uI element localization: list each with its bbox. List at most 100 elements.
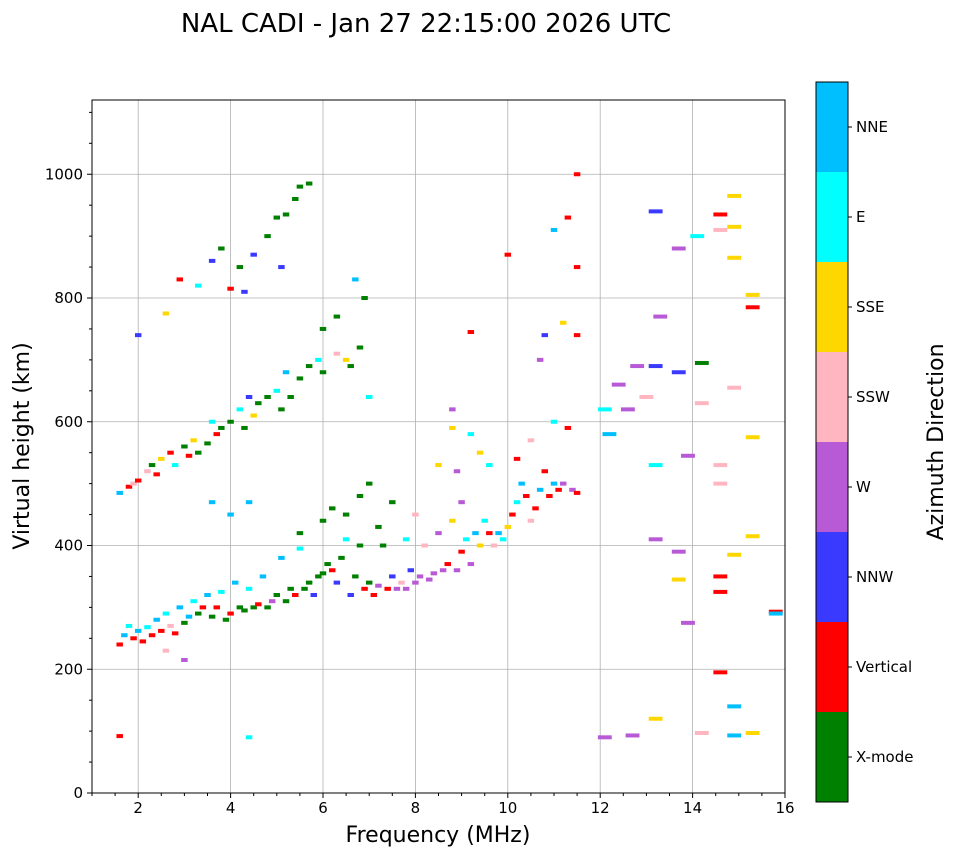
data-point-e bbox=[125, 623, 133, 628]
colorbar-tick-label: E bbox=[856, 208, 865, 226]
data-point-vertical bbox=[227, 611, 234, 616]
data-point-e bbox=[162, 611, 170, 616]
data-point-e bbox=[481, 518, 488, 523]
data-point-x-mode bbox=[319, 370, 327, 375]
data-point-vertical bbox=[532, 506, 539, 511]
colorbar-swatch-x-mode bbox=[816, 712, 848, 802]
data-point-ssw bbox=[162, 648, 170, 653]
data-point-e bbox=[218, 589, 225, 594]
data-point-x-mode bbox=[227, 419, 234, 424]
data-point-w bbox=[412, 580, 419, 585]
data-point-vertical bbox=[213, 605, 220, 610]
data-point-nnw bbox=[310, 593, 317, 597]
colorbar-swatch-ssw bbox=[816, 352, 848, 442]
data-point-vertical bbox=[329, 568, 336, 573]
data-point-vertical bbox=[713, 574, 728, 579]
data-point-nnw bbox=[648, 364, 663, 369]
data-point-sse bbox=[745, 534, 760, 539]
data-point-ssw bbox=[713, 227, 728, 232]
colorbar-swatch-sse bbox=[816, 262, 848, 352]
data-point-x-mode bbox=[361, 296, 368, 300]
data-point-x-mode bbox=[236, 605, 244, 610]
data-point-nne bbox=[134, 628, 142, 633]
colorbar-swatch-w bbox=[816, 442, 848, 532]
data-point-x-mode bbox=[319, 518, 327, 523]
data-point-x-mode bbox=[329, 506, 336, 511]
colorbar: X-mode Vertical NNW W SSW SSE E NNE bbox=[815, 81, 913, 803]
y-tick-label: 200 bbox=[54, 660, 83, 678]
data-point-sse bbox=[476, 450, 484, 455]
axis-ticks: 2 4 6 8 10 12 14 16 0 200 400 600 800 1000 bbox=[45, 111, 795, 817]
data-point-vertical bbox=[158, 628, 165, 633]
data-point-ssw bbox=[694, 730, 709, 735]
data-point-x-mode bbox=[278, 407, 285, 412]
x-tick-label: 2 bbox=[133, 799, 143, 817]
data-point-x-mode bbox=[195, 450, 202, 455]
data-point-x-mode bbox=[694, 360, 709, 365]
data-point-ssw bbox=[527, 518, 535, 523]
data-point-w bbox=[181, 657, 188, 662]
y-tick-label: 600 bbox=[54, 413, 83, 431]
data-point-x-mode bbox=[338, 555, 345, 560]
data-point-x-mode bbox=[301, 586, 308, 591]
data-point-vertical bbox=[292, 593, 299, 597]
data-point-x-mode bbox=[356, 543, 364, 548]
colorbar-swatch-nnw bbox=[816, 532, 848, 622]
data-point-nnw bbox=[333, 580, 341, 585]
data-point-nnw bbox=[389, 574, 396, 579]
data-point-nnw bbox=[245, 395, 253, 399]
data-point-ssw bbox=[713, 463, 728, 468]
data-point-x-mode bbox=[264, 234, 271, 239]
data-point-nnw bbox=[541, 333, 548, 338]
data-point-x-mode bbox=[292, 197, 299, 201]
data-point-w bbox=[611, 382, 626, 387]
data-point-e bbox=[273, 388, 281, 393]
data-point-ssw bbox=[490, 543, 498, 548]
data-point-w bbox=[416, 574, 424, 579]
data-point-vertical bbox=[458, 549, 465, 554]
data-point-sse bbox=[190, 438, 197, 443]
colorbar-tick-label: NNE bbox=[856, 118, 888, 136]
data-point-vertical bbox=[148, 633, 156, 638]
data-point-w bbox=[569, 487, 576, 492]
data-point-nne bbox=[518, 481, 525, 486]
data-point-w bbox=[630, 364, 645, 369]
data-point-nne bbox=[278, 555, 285, 560]
data-point-e bbox=[245, 586, 253, 591]
data-point-vertical bbox=[153, 472, 160, 477]
data-point-x-mode bbox=[296, 184, 304, 189]
data-point-w bbox=[625, 733, 640, 738]
data-point-sse bbox=[745, 292, 760, 297]
colorbar-tick-label: SSE bbox=[856, 298, 885, 316]
data-point-e bbox=[550, 419, 558, 424]
data-point-w bbox=[375, 583, 382, 588]
data-point-x-mode bbox=[296, 376, 304, 381]
data-point-nne bbox=[245, 500, 253, 505]
data-point-nne bbox=[727, 733, 742, 738]
x-tick-label: 16 bbox=[775, 799, 794, 817]
data-point-nnw bbox=[250, 252, 257, 257]
data-point-x-mode bbox=[305, 364, 313, 369]
data-point-sse bbox=[435, 463, 442, 468]
data-point-x-mode bbox=[365, 580, 373, 585]
colorbar-tick-label: X-mode bbox=[856, 748, 913, 766]
data-point-w bbox=[620, 407, 635, 412]
data-point-nnw bbox=[407, 568, 415, 573]
data-point-nnw bbox=[208, 258, 216, 263]
data-point-w bbox=[449, 407, 456, 412]
data-point-w bbox=[597, 735, 612, 740]
data-point-vertical bbox=[176, 277, 184, 282]
y-tick-label: 800 bbox=[54, 289, 83, 307]
data-point-x-mode bbox=[264, 605, 271, 610]
data-point-x-mode bbox=[148, 463, 156, 468]
data-point-sse bbox=[671, 577, 686, 582]
data-point-x-mode bbox=[208, 614, 216, 619]
data-point-w bbox=[653, 314, 668, 319]
x-tick-label: 10 bbox=[498, 799, 517, 817]
data-point-vertical bbox=[713, 670, 728, 675]
x-tick-label: 12 bbox=[591, 799, 610, 817]
data-point-w bbox=[435, 531, 442, 536]
data-point-nnw bbox=[648, 209, 663, 214]
data-point-w bbox=[467, 562, 475, 567]
data-point-sse bbox=[158, 456, 165, 461]
